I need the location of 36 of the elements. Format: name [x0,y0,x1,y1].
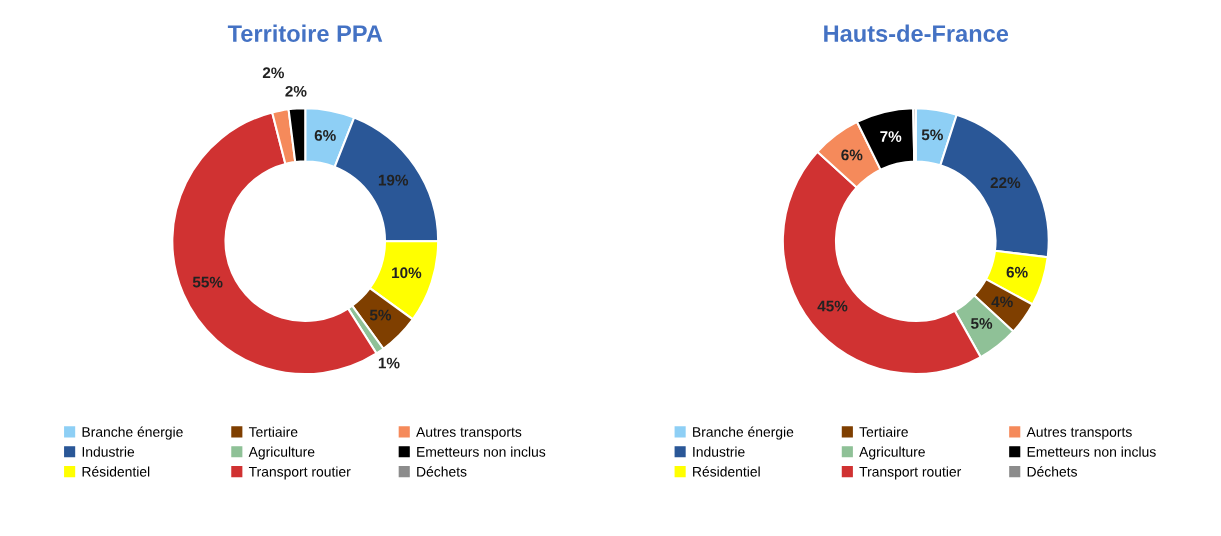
legend-label: Autres transports [416,427,522,440]
data-label: 6% [841,149,863,161]
data-label: 6% [1006,266,1028,278]
legend-label: Agriculture [859,446,925,460]
data-label: 5% [921,129,943,141]
legend-label: Autres transports [1026,427,1132,440]
chart-title: Hauts-de-France [824,24,1009,42]
legend-label: Agriculture [248,446,315,460]
legend-label: Industrie [82,446,135,457]
data-label: 5% [369,309,392,321]
legend-label: Emetteurs non inclus [1027,446,1156,457]
legend-label: Emetteurs non inclus [417,446,546,457]
data-label: 10% [392,267,422,279]
legend-label: Résidentiel [82,466,150,477]
data-label: 2% [262,67,285,79]
legend-label: Transport routier [859,466,962,480]
data-label: 1% [378,357,400,369]
legend-label: Branche énergie [693,426,794,440]
data-label: 19% [378,174,409,186]
data-label: 2% [285,85,307,97]
legend-label: Résidentiel [693,466,760,477]
data-label: 4% [991,296,1013,308]
chart-title: Territoire PPA [227,24,383,42]
data-label: 5% [970,318,993,329]
legend-label: Déchets [1027,466,1077,477]
data-label: 45% [817,300,848,312]
data-label: 6% [314,130,336,141]
legend-label: Tertiaire [859,426,908,437]
legend-label: Déchets [417,466,467,477]
data-label: 22% [990,177,1021,189]
data-label: 7% [880,131,902,142]
legend-label: Industrie [693,446,745,457]
legend-label: Tertiaire [248,426,298,437]
legend-label: Branche énergie [82,426,183,440]
legend-label: Transport routier [248,466,351,480]
data-label: 55% [192,276,223,288]
